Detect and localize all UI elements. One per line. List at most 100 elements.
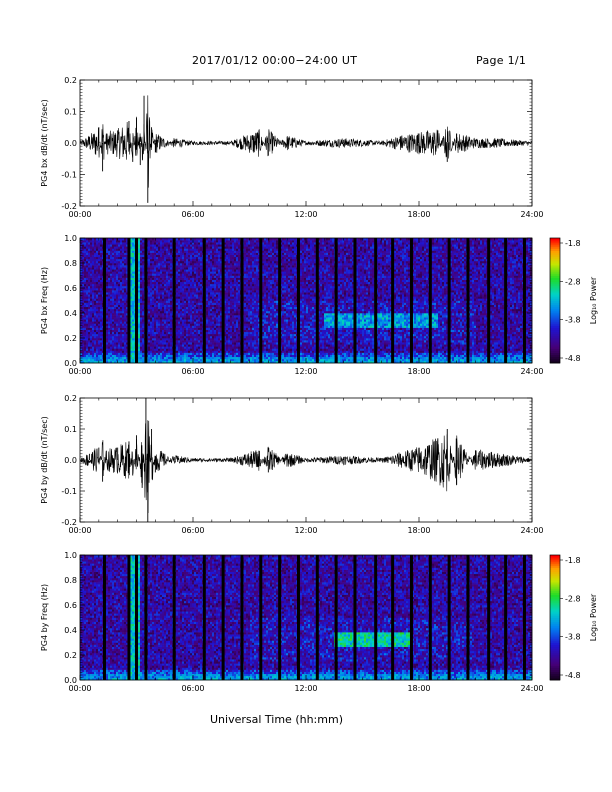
spectrogram-cell: [182, 300, 185, 303]
spectrogram-cell: [90, 346, 93, 349]
spectrogram-cell: [80, 300, 83, 303]
spectrogram-cell: [170, 267, 173, 270]
spectrogram-cell: [170, 275, 173, 278]
spectrogram-cell: [148, 348, 151, 351]
spectrogram-cell: [172, 356, 175, 360]
spectrogram-cell: [124, 352, 127, 355]
spectrogram-cell: [82, 308, 85, 312]
spectrogram-cell: [164, 308, 167, 312]
spectrogram-cell: [100, 329, 103, 333]
spectrogram-cell: [112, 321, 115, 324]
spectrogram-cell: [226, 327, 229, 330]
spectrogram-cell: [208, 356, 211, 360]
spectrogram-cell: [198, 356, 201, 360]
spectrogram-cell: [102, 360, 105, 364]
spectrogram-cell: [106, 344, 109, 347]
spectrogram-cell: [170, 300, 173, 303]
spectrogram-cell: [92, 294, 95, 297]
spectrogram-cell: [160, 308, 163, 312]
spectrogram-cell: [232, 277, 235, 280]
spectrogram-cell: [82, 254, 85, 258]
spectrogram-cell: [120, 315, 123, 318]
spectrogram-cell: [116, 342, 119, 345]
spectrogram-cell: [132, 288, 135, 291]
spectrogram-cell: [160, 335, 163, 339]
spectrogram-cell: [94, 348, 97, 351]
spectrogram-cell: [182, 271, 185, 274]
spectrogram-cell: [180, 348, 183, 351]
spectrogram-cell: [158, 275, 161, 278]
spectrogram-cell: [202, 321, 205, 324]
spectrogram-cell: [204, 279, 207, 283]
spectrogram-cell: [220, 238, 223, 241]
spectrogram-cell: [144, 265, 147, 268]
spectrogram-cell: [140, 331, 143, 335]
spectrogram-cell: [82, 325, 85, 328]
spectrogram-cell: [218, 294, 221, 297]
spectrogram-cell: [122, 285, 125, 289]
spectrogram-cell: [138, 290, 141, 293]
spectrogram-cell: [236, 306, 239, 310]
spectrogram-cell: [130, 290, 133, 293]
spectrogram-cell: [236, 275, 239, 278]
spectrogram-cell: [130, 285, 133, 289]
spectrogram-cell: [118, 296, 121, 299]
spectrogram-cell: [136, 335, 139, 339]
spectrogram-cell: [202, 327, 205, 330]
spectrogram-cell: [176, 302, 179, 305]
spectrogram-cell: [200, 279, 203, 283]
spectrogram-cell: [166, 250, 169, 253]
spectrogram-cell: [140, 356, 143, 360]
spectrogram-cell: [90, 244, 93, 247]
spectrogram-cell: [122, 296, 125, 299]
spectrogram-cell: [188, 350, 191, 353]
spectrogram-cell: [176, 352, 179, 355]
spectrogram-cell: [230, 338, 233, 341]
spectrogram-cell: [176, 256, 179, 260]
spectrogram-cell: [234, 240, 237, 243]
spectrogram-cell: [122, 265, 125, 268]
spectrogram-cell: [204, 346, 207, 349]
spectrogram-cell: [88, 298, 91, 301]
spectrogram-cell: [148, 342, 151, 345]
spectrogram-cell: [92, 246, 95, 249]
spectrogram-cell: [136, 248, 139, 251]
spectrogram-cell: [136, 288, 139, 291]
spectrogram-cell: [142, 283, 145, 287]
x-tick-label: 00:00: [68, 210, 91, 219]
spectrogram-cell: [184, 300, 187, 303]
spectrogram-cell: [180, 290, 183, 293]
spectrogram-cell: [110, 273, 113, 276]
spectrogram-cell: [224, 294, 227, 297]
spectrogram-cell: [216, 323, 219, 326]
spectrogram-cell: [94, 258, 97, 262]
spectrogram-cell: [124, 360, 127, 364]
spectrogram-cell: [182, 340, 185, 343]
spectrogram-cell: [146, 319, 149, 322]
spectrogram-cell: [188, 308, 191, 312]
spectrogram-cell: [92, 263, 95, 266]
spectrogram-cell: [194, 335, 197, 339]
spectrogram-cell: [170, 271, 173, 274]
spectrogram-cell: [198, 348, 201, 351]
spectrogram-cell: [200, 329, 203, 333]
spectrogram-cell: [220, 315, 223, 318]
spectrogram-cell: [202, 252, 205, 255]
spectrogram-cell: [116, 244, 119, 247]
spectrogram-cell: [112, 331, 115, 335]
spectrogram-cell: [100, 250, 103, 253]
spectrogram-cell: [150, 340, 153, 343]
spectrogram-cell: [136, 298, 139, 301]
spectrogram-cell: [190, 315, 193, 318]
spectrogram-cell: [108, 246, 111, 249]
spectrogram-cell: [206, 250, 209, 253]
spectrogram-cell: [168, 256, 171, 260]
spectrogram-cell: [86, 319, 89, 322]
spectrogram-cell: [92, 290, 95, 293]
spectrogram-cell: [214, 325, 217, 328]
spectrogram-cell: [196, 275, 199, 278]
spectrogram-cell: [118, 271, 121, 274]
spectrogram-cell: [156, 346, 159, 349]
spectrogram-cell: [224, 271, 227, 274]
spectrogram-cell: [210, 310, 213, 314]
